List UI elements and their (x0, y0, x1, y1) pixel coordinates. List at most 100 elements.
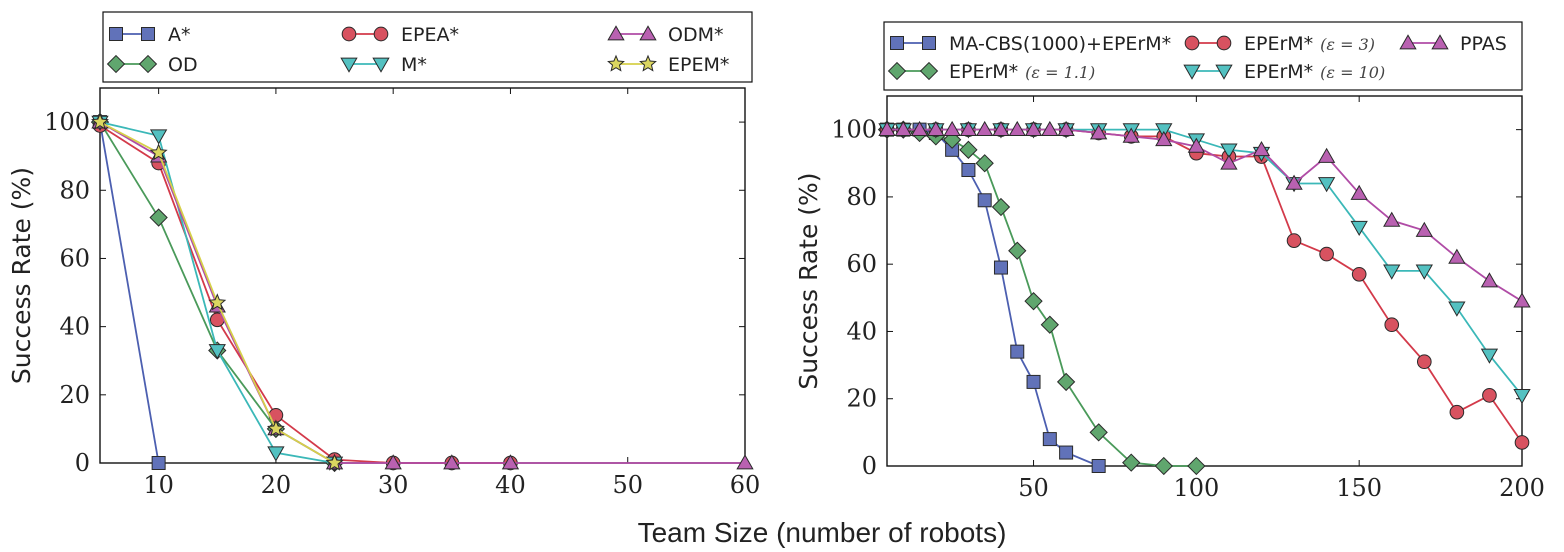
data-point: PPAS: (130, 84) (1285, 174, 1303, 190)
series-line (887, 128, 1197, 467)
legend-marker: ODM* (639, 25, 657, 41)
data-point: PPAS: (140, 92) (1317, 147, 1336, 163)
y-tick-label: 20 (846, 385, 877, 413)
shared-x-axis-label: Team Size (number of robots) (638, 517, 1007, 548)
data-point: EPEM*: (15, 47) (208, 293, 227, 311)
data-point: PPAS: (170, 70) (1415, 221, 1433, 237)
x-tick-label: 200 (1499, 474, 1545, 502)
x-tick-label: 100 (1173, 474, 1219, 502)
data-point: PPAS: (110, 90) (1220, 154, 1238, 170)
data-point: PPAS: (45, 100) (1008, 120, 1026, 136)
data-point: EPErM*: (160, 42) (1384, 317, 1400, 333)
y-tick-label: 100 (44, 108, 90, 136)
legend-marker: M* (372, 57, 390, 73)
data-point: EPErM*: (140, 63) (1319, 246, 1334, 262)
legend-marker: EPErM* (887, 61, 907, 81)
data-point: EPErM*: (150, 57) (1351, 266, 1367, 282)
data-point: PPAS: (90, 97) (1155, 130, 1173, 147)
y-tick-label: 40 (846, 317, 877, 345)
legend-sublabel: (ε = 3) (1320, 35, 1375, 54)
data-point: PPAS: (120, 94) (1252, 141, 1271, 157)
y-tick-label: 40 (59, 313, 90, 341)
data-point: A*: (10, 0) (151, 456, 166, 470)
data-point: EPEM*: (10, 91) (149, 143, 168, 161)
legend-label: EPErM* (ε = 3) (1244, 33, 1375, 55)
x-tick-label: 50 (612, 471, 643, 499)
legend-marker: EPEA* (341, 26, 357, 42)
series-line (99, 121, 160, 464)
data-point: PPAS: (30, 100) (959, 120, 978, 136)
data-point: EPErM*: (200, 21) (1513, 389, 1531, 405)
series-5: EPEM*: (5, 100) EPEM*: (10, 91) EPEM*: (15… (91, 112, 344, 471)
data-point: PPAS: (40, 100) (992, 120, 1010, 136)
legend-label: EPEA* (401, 24, 459, 46)
data-point: EPErM*: (190, 33) (1480, 348, 1499, 364)
data-point: M*: (15, 33) (208, 344, 226, 360)
data-point: ODM*: (60, 0) (736, 454, 754, 470)
legend-marker: ODM* (607, 25, 625, 41)
data-point: MA-CBS(1000)+EPErM*: (60, 4) (1059, 445, 1074, 460)
legend-marker: A* (141, 27, 155, 41)
legend-marker: EPEM* (607, 54, 625, 72)
y-tick-label: 80 (59, 176, 90, 204)
data-point: PPAS: (55, 100) (1041, 120, 1059, 136)
legend-marker: MA-CBS(1000)+EPErM* (890, 36, 904, 50)
legend-sublabel: (ε = 10) (1320, 63, 1385, 82)
data-point: PPAS: (160, 73) (1383, 211, 1401, 227)
data-point: EPErM*: (90, 100) (1155, 123, 1173, 139)
series-4: PPAS: (5, 100)PPAS: (10, 100)PPAS: (15, … (878, 120, 1531, 308)
y-axis-label: Success Rate (%) (7, 167, 36, 384)
data-point: MA-CBS(1000)+EPErM*: (35, 79) (977, 193, 992, 208)
legend-label: A* (168, 24, 191, 46)
data-point: EPErM*: (170, 58) (1415, 264, 1433, 280)
legend-label: M* (401, 54, 427, 76)
data-point: MA-CBS(1000)+EPErM*: (50, 25) (1026, 374, 1041, 389)
data-point: EPErM*: (130, 67) (1286, 233, 1302, 248)
legend-marker: A* (109, 27, 123, 41)
data-point: MA-CBS(1000)+EPErM*: (70, 0) (1091, 459, 1106, 473)
data-point: MA-CBS(1000)+EPErM*: (55, 8) (1042, 432, 1057, 447)
data-point: EPErM*: (60, 25) (1056, 372, 1076, 392)
legend-marker: EPErM* (1183, 64, 1201, 80)
y-axis-label: Success Rate (%) (794, 172, 823, 389)
x-tick-label: 60 (730, 471, 761, 499)
data-point: EPErM*: (50, 49) (1024, 292, 1043, 311)
data-point: EPErM*: (190, 21) (1482, 388, 1497, 403)
data-point: EPErM*: (45, 64) (1008, 241, 1027, 260)
data-point: PPAS: (50, 100) (1024, 120, 1043, 136)
legend-marker: MA-CBS(1000)+EPErM* (922, 36, 936, 50)
plot-area-1 (886, 95, 1523, 467)
data-point: EPEM*: (20, 10) (266, 419, 285, 437)
legend-sublabel: (ε = 1.1) (1025, 63, 1095, 82)
legend-marker: EPErM* (1216, 35, 1232, 51)
data-point: EPErM*: (180, 47) (1448, 301, 1466, 317)
data-point: PPAS: (10, 100) (894, 120, 912, 136)
y-tick-label: 60 (59, 244, 90, 272)
y-tick-label: 0 (75, 449, 90, 477)
data-point: EPErM*: (30, 94) (959, 140, 978, 159)
y-tick-label: 0 (862, 452, 877, 480)
x-tick-label: 40 (495, 471, 526, 499)
data-point: PPAS: (70, 99) (1090, 124, 1108, 140)
y-tick-label: 60 (846, 250, 877, 278)
data-point: EPErM*: (80, 1) (1122, 453, 1141, 472)
legend-label: ODM* (668, 24, 723, 46)
legend-marker: EPErM* (1215, 64, 1233, 80)
legend-1: MA-CBS(1000)+EPErM* MA-CBS(1000)+EPErM* MA… (883, 21, 1523, 91)
data-point: PPAS: (200, 49) (1513, 292, 1531, 308)
data-point: EPErM*: (100, 0) (1187, 456, 1206, 476)
legend-label: EPEM* (668, 54, 729, 76)
data-point: ODM*: (30, 0) (384, 454, 402, 470)
data-point: PPAS: (35, 100) (976, 120, 994, 136)
x-tick-label: 20 (261, 471, 292, 499)
data-point: EPErM*: (160, 58) (1383, 264, 1401, 280)
data-point: EPErM*: (180, 16) (1449, 404, 1465, 420)
legend-marker: EPEA* (373, 26, 389, 42)
legend-marker: OD (106, 54, 126, 74)
x-tick-label: 150 (1336, 474, 1382, 502)
left-chart: 10 20 30 40 50 60 0 20 40 60 80 100 Success Rate (%)… (7, 11, 761, 499)
data-point: EPErM*: (150, 71) (1350, 220, 1368, 236)
data-point: EPErM*: (110, 94) (1220, 143, 1238, 159)
data-point: PPAS: (80, 98) (1122, 127, 1140, 143)
x-tick-label: 50 (1018, 474, 1049, 502)
